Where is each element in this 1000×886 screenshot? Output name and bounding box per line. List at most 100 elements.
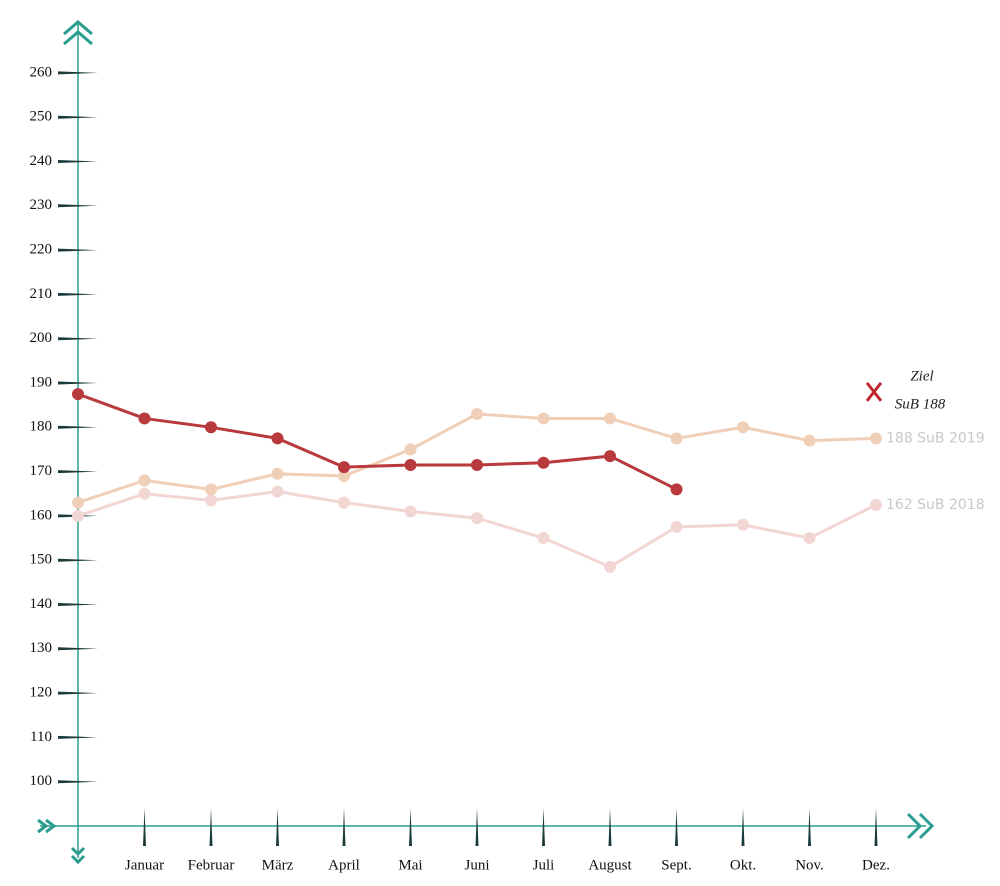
x-tick-label: März: [262, 857, 294, 873]
x-tick-label: Januar: [125, 857, 164, 873]
point: [670, 520, 683, 533]
point: [537, 412, 550, 425]
point: [404, 458, 417, 471]
point: [138, 474, 151, 487]
series-label: 188 SuB 2019: [886, 430, 985, 446]
point: [604, 450, 616, 463]
y-tick-label: 260: [30, 64, 53, 80]
point: [205, 483, 217, 496]
x-tick-label: Juni: [464, 857, 489, 873]
point: [72, 509, 84, 522]
point: [338, 496, 350, 509]
y-tick: [58, 115, 98, 119]
series-label: 162 SuB 2018: [886, 497, 985, 513]
x-tick: [209, 808, 213, 846]
point: [471, 408, 483, 421]
y-tick: [58, 160, 98, 163]
x-tick-label: August: [588, 857, 632, 873]
y-tick-label: 210: [30, 286, 53, 302]
arrow-up: [63, 20, 93, 36]
y-tick: [58, 470, 98, 474]
point: [338, 461, 350, 474]
x-tick: [342, 808, 346, 846]
y-tick: [58, 292, 98, 296]
y-tick-label: 140: [30, 596, 53, 612]
y-tick: [58, 735, 98, 739]
point: [537, 456, 550, 469]
y-tick-label: 110: [30, 729, 52, 745]
series-line: [77, 412, 877, 505]
point: [271, 467, 284, 480]
x-tick-label: April: [328, 857, 360, 873]
y-tick: [58, 780, 98, 784]
point: [271, 432, 284, 445]
x-tick: [741, 808, 745, 846]
y-tick-label: 180: [30, 419, 53, 435]
x-tick-label: Februar: [188, 857, 235, 873]
point: [404, 505, 417, 518]
x-tick: [409, 808, 412, 846]
annotation-text: SuB 188: [895, 396, 946, 412]
axis-arrows: [37, 20, 935, 865]
point: [205, 494, 217, 507]
y-tick-label: 170: [30, 463, 53, 479]
x-tick-label: Nov.: [795, 857, 824, 873]
arrow-right: [918, 812, 935, 840]
point: [138, 487, 151, 500]
y-tick: [58, 425, 98, 429]
point: [737, 518, 749, 531]
point: [604, 412, 616, 425]
x-tick: [808, 808, 811, 846]
point: [404, 443, 417, 456]
y-tick-label: 220: [30, 242, 53, 258]
y-tick-label: 200: [30, 330, 53, 346]
point: [471, 512, 483, 525]
y-tick: [58, 337, 98, 341]
y-tick-label: 100: [30, 773, 53, 789]
target-mark: [865, 381, 883, 402]
x-tick: [276, 808, 279, 846]
point: [870, 432, 882, 445]
point: [138, 412, 151, 425]
point: [803, 434, 816, 447]
y-tick: [58, 647, 98, 651]
x-tick: [542, 808, 545, 846]
point: [803, 532, 816, 545]
point: [604, 560, 616, 573]
x-tick: [143, 808, 146, 846]
x-tick-label: Juli: [533, 857, 555, 873]
point: [537, 532, 550, 545]
x-tick: [608, 808, 612, 846]
series-line: [77, 392, 678, 491]
point: [72, 496, 84, 509]
point: [737, 421, 749, 434]
point: [670, 483, 683, 496]
y-tick-label: 250: [30, 109, 53, 125]
y-tick-label: 150: [30, 552, 53, 568]
point: [471, 458, 483, 471]
y-tick-label: 240: [30, 153, 53, 169]
y-tick-label: 160: [30, 507, 53, 523]
point: [670, 432, 683, 445]
x-tick: [874, 808, 878, 846]
point: [72, 388, 84, 401]
y-tick-label: 120: [30, 685, 53, 701]
x-tick-label: Sept.: [661, 857, 691, 873]
arrow-down-deco: [70, 854, 86, 865]
series-line: [77, 490, 877, 569]
point: [205, 421, 217, 434]
y-tick: [58, 691, 98, 695]
y-tick-label: 230: [30, 197, 53, 213]
y-tick: [58, 558, 98, 562]
y-tick: [58, 381, 98, 385]
x-tick-label: Okt.: [730, 857, 756, 873]
point: [271, 485, 284, 498]
y-tick-label: 190: [30, 374, 53, 390]
x-tick: [675, 808, 678, 846]
point: [338, 470, 350, 483]
y-tick: [58, 603, 98, 606]
y-tick: [58, 204, 98, 208]
y-tick-label: 130: [30, 640, 53, 656]
x-tick-label: Dez.: [862, 857, 890, 873]
